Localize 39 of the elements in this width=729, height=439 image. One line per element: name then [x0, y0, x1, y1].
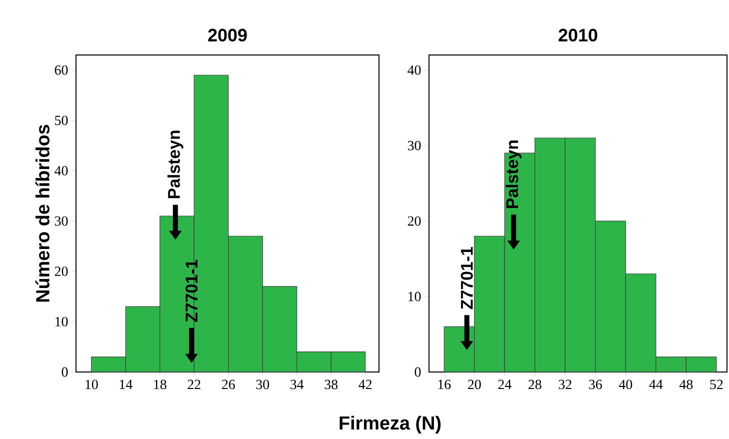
x-tick-label: 38: [324, 380, 338, 390]
x-tick-label: 26: [222, 380, 235, 390]
annotation: Palsteyn: [168, 130, 184, 198]
y-tick-label: 0: [414, 367, 421, 377]
x-tick-label: 14: [120, 380, 132, 389]
x-tick-label: 44: [649, 380, 663, 389]
y-tick-label: 50: [55, 116, 68, 126]
annotation: Z7701-1: [186, 260, 198, 322]
x-tick-label: 40: [618, 380, 632, 390]
x-tick-label: 16: [438, 380, 451, 390]
x-tick-label: 22: [188, 380, 200, 389]
x-tick-label: 36: [589, 380, 602, 390]
chart-title: 2009: [208, 28, 247, 42]
y-tick-label: 0: [62, 367, 68, 377]
annotation: Palsteyn: [506, 140, 522, 208]
x-tick-label: 28: [528, 380, 542, 390]
x-tick-label: 42: [358, 380, 372, 389]
x-tick-label: 52: [710, 380, 723, 390]
y-tick-label: 30: [54, 216, 68, 226]
x-tick-label: 34: [290, 380, 304, 390]
x-tick-label: 18: [154, 380, 166, 390]
x-tick-label: 32: [558, 380, 572, 390]
y-tick-label: 20: [408, 216, 421, 226]
x-tick-label: 20: [468, 380, 481, 390]
y-tick-label: 40: [54, 166, 68, 176]
y-tick-label: 10: [56, 316, 68, 326]
x-tick-label: 48: [679, 380, 693, 390]
y-tick-label: 40: [408, 65, 421, 75]
y-tick-label: 60: [54, 65, 68, 75]
x-axis-title: Firmeza (N): [340, 416, 441, 434]
y-tick-label: 20: [54, 266, 68, 276]
x-tick-label: 24: [498, 380, 512, 389]
y-tick-label: 30: [408, 140, 421, 150]
chart-title: 2010: [558, 28, 598, 42]
x-tick-label: 30: [256, 380, 270, 390]
y-tick-label: 10: [408, 292, 421, 302]
x-tick-label: 10: [86, 380, 98, 390]
y-axis-title: Número de híbridos: [35, 124, 50, 302]
annotation: Z7701-1: [460, 247, 473, 310]
